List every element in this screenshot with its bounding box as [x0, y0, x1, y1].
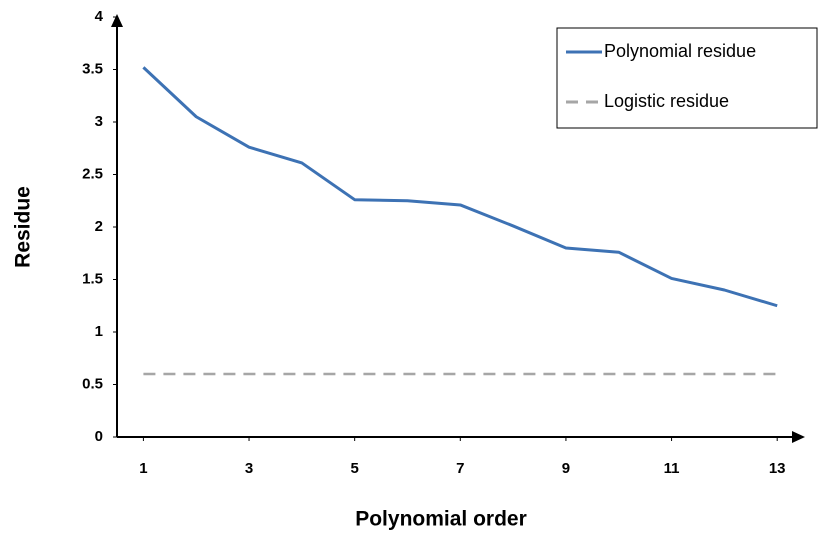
y-axis-title: Residue	[12, 186, 35, 268]
x-axis-title: Polynomial order	[355, 508, 527, 531]
y-tick-label: 1	[95, 323, 103, 340]
x-tick-label: 1	[139, 460, 147, 477]
x-tick-label: 5	[350, 460, 358, 477]
data-line	[142, 66, 778, 308]
x-tick-label: 7	[456, 460, 464, 477]
y-tick-label: 1.5	[82, 270, 103, 287]
y-tick-label: 4	[95, 8, 104, 25]
legend-label: Polynomial residue	[604, 41, 756, 61]
x-tick-label: 3	[245, 460, 253, 477]
x-tick-label: 13	[769, 460, 786, 477]
y-axis-arrow	[111, 14, 123, 27]
y-tick-label: 0	[95, 428, 103, 445]
y-tick-label: 2	[95, 218, 103, 235]
legend-box	[556, 27, 818, 129]
legend-label: Logistic residue	[604, 91, 729, 111]
x-tick-label: 11	[664, 460, 680, 477]
y-tick-label: 0.5	[82, 375, 103, 392]
x-axis-arrow	[792, 431, 805, 443]
y-tick-label: 3	[95, 113, 103, 130]
y-tick-label: 3.5	[82, 60, 103, 77]
y-tick-label: 2.5	[82, 165, 103, 182]
x-tick-label: 9	[562, 460, 570, 477]
